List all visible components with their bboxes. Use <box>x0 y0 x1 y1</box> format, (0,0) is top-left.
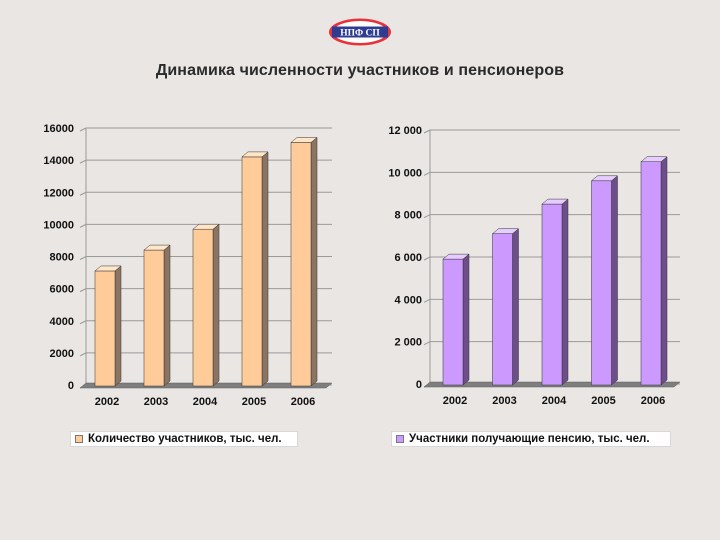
x-tick-label-pensioners: 2004 <box>542 395 567 407</box>
y-tick-label-participants: 0 <box>68 380 74 392</box>
bar-pensioners-2003 <box>492 233 513 386</box>
bar-side-participants-2006 <box>310 136 318 387</box>
bar-top-participants-2004 <box>192 223 220 230</box>
x-tick-label-participants: 2002 <box>95 396 119 408</box>
y-tick-label-pensioners: 4 000 <box>394 294 422 306</box>
x-tick-label-pensioners: 2006 <box>641 395 665 407</box>
fund-logo: НПФ СП <box>329 18 391 46</box>
bar-top-pensioners-2006 <box>640 156 668 162</box>
bar-side-pensioners-2003 <box>512 228 519 386</box>
bar-top-participants-2002 <box>94 265 122 272</box>
x-tick-label-pensioners: 2003 <box>492 395 516 407</box>
legend-pensioners: Участники получающие пенсию, тыс. чел. <box>391 431 671 447</box>
bar-side-participants-2005 <box>261 151 269 387</box>
bar-side-participants-2003 <box>163 244 171 387</box>
legend-pensioners-swatch <box>396 435 404 443</box>
gridline-participants-tick <box>79 352 87 357</box>
y-tick-label-participants: 10000 <box>43 219 74 231</box>
y-tick-label-pensioners: 6 000 <box>394 252 422 264</box>
gridline-pensioners-tick <box>423 256 431 261</box>
legend-participants-label: Количество участников, тыс. чел. <box>88 433 282 445</box>
y-tick-label-pensioners: 8 000 <box>394 210 422 222</box>
y-tick-label-pensioners: 0 <box>416 379 422 391</box>
bar-top-participants-2003 <box>143 244 171 251</box>
y-tick-label-participants: 14000 <box>43 155 74 167</box>
gridline-participants-tick <box>79 159 87 164</box>
x-tick-label-pensioners: 2002 <box>443 395 467 407</box>
bar-side-pensioners-2006 <box>660 156 668 386</box>
bar-side-pensioners-2002 <box>462 253 470 386</box>
y-tick-label-pensioners: 2 000 <box>394 337 422 349</box>
y-tick-label-participants: 12000 <box>43 187 74 199</box>
bar-pensioners-2005 <box>591 180 612 386</box>
bar-pensioners-2002 <box>442 258 464 386</box>
bar-participants-2004 <box>192 228 214 387</box>
gridline-participants-tick <box>79 256 87 260</box>
legend-participants: Количество участников, тыс. чел. <box>70 431 298 447</box>
bar-side-participants-2004 <box>212 223 220 387</box>
legend-pensioners-label: Участники получающие пенсию, тыс. чел. <box>409 433 650 445</box>
bar-top-pensioners-2002 <box>442 253 470 260</box>
y-tick-label-participants: 8000 <box>50 252 74 264</box>
y-tick-label-pensioners: 10 000 <box>388 167 422 179</box>
x-tick-label-participants: 2006 <box>291 396 315 408</box>
bar-top-participants-2006 <box>290 137 318 143</box>
y-tick-label-participants: 16000 <box>43 123 74 135</box>
y-tick-label-participants: 4000 <box>50 316 74 328</box>
gridline-participants-tick <box>79 191 87 196</box>
bar-participants-2005 <box>241 156 263 387</box>
page-title: Динамика численности участников и пенсио… <box>155 62 565 79</box>
bar-side-pensioners-2004 <box>561 198 569 386</box>
x-tick-label-participants: 2005 <box>242 396 266 408</box>
gridline-pensioners-tick <box>423 129 431 134</box>
y-tick-label-pensioners: 12 000 <box>388 125 422 137</box>
gridline-participants-tick <box>79 127 87 132</box>
bar-side-pensioners-2005 <box>611 175 618 386</box>
bar-participants-2002 <box>94 270 116 387</box>
bar-pensioners-2004 <box>541 203 563 386</box>
bar-side-participants-2002 <box>114 265 122 387</box>
x-tick-label-participants: 2003 <box>144 396 168 408</box>
gridline-pensioners-tick <box>423 214 431 219</box>
bar-top-pensioners-2005 <box>590 175 619 182</box>
bar-participants-2006 <box>290 142 312 387</box>
y-tick-label-participants: 2000 <box>50 348 74 360</box>
logo-text: НПФ СП <box>340 29 380 39</box>
bar-pensioners-2006 <box>640 161 662 386</box>
bar-top-pensioners-2003 <box>491 228 520 234</box>
legend-participants-swatch <box>75 435 83 443</box>
gridline-pensioners-tick <box>423 171 431 176</box>
bar-top-pensioners-2004 <box>541 198 569 205</box>
gridline-pensioners-tick <box>423 298 431 303</box>
gridline-participants-tick <box>79 288 87 293</box>
gridline-participants-tick <box>79 320 87 325</box>
bar-top-participants-2005 <box>241 151 269 158</box>
y-tick-label-participants: 6000 <box>50 284 74 296</box>
x-tick-label-pensioners: 2005 <box>591 395 615 407</box>
x-tick-label-participants: 2004 <box>193 396 218 408</box>
gridline-participants-tick <box>79 223 87 228</box>
bar-participants-2003 <box>143 249 165 387</box>
gridline-pensioners-tick <box>423 341 431 346</box>
